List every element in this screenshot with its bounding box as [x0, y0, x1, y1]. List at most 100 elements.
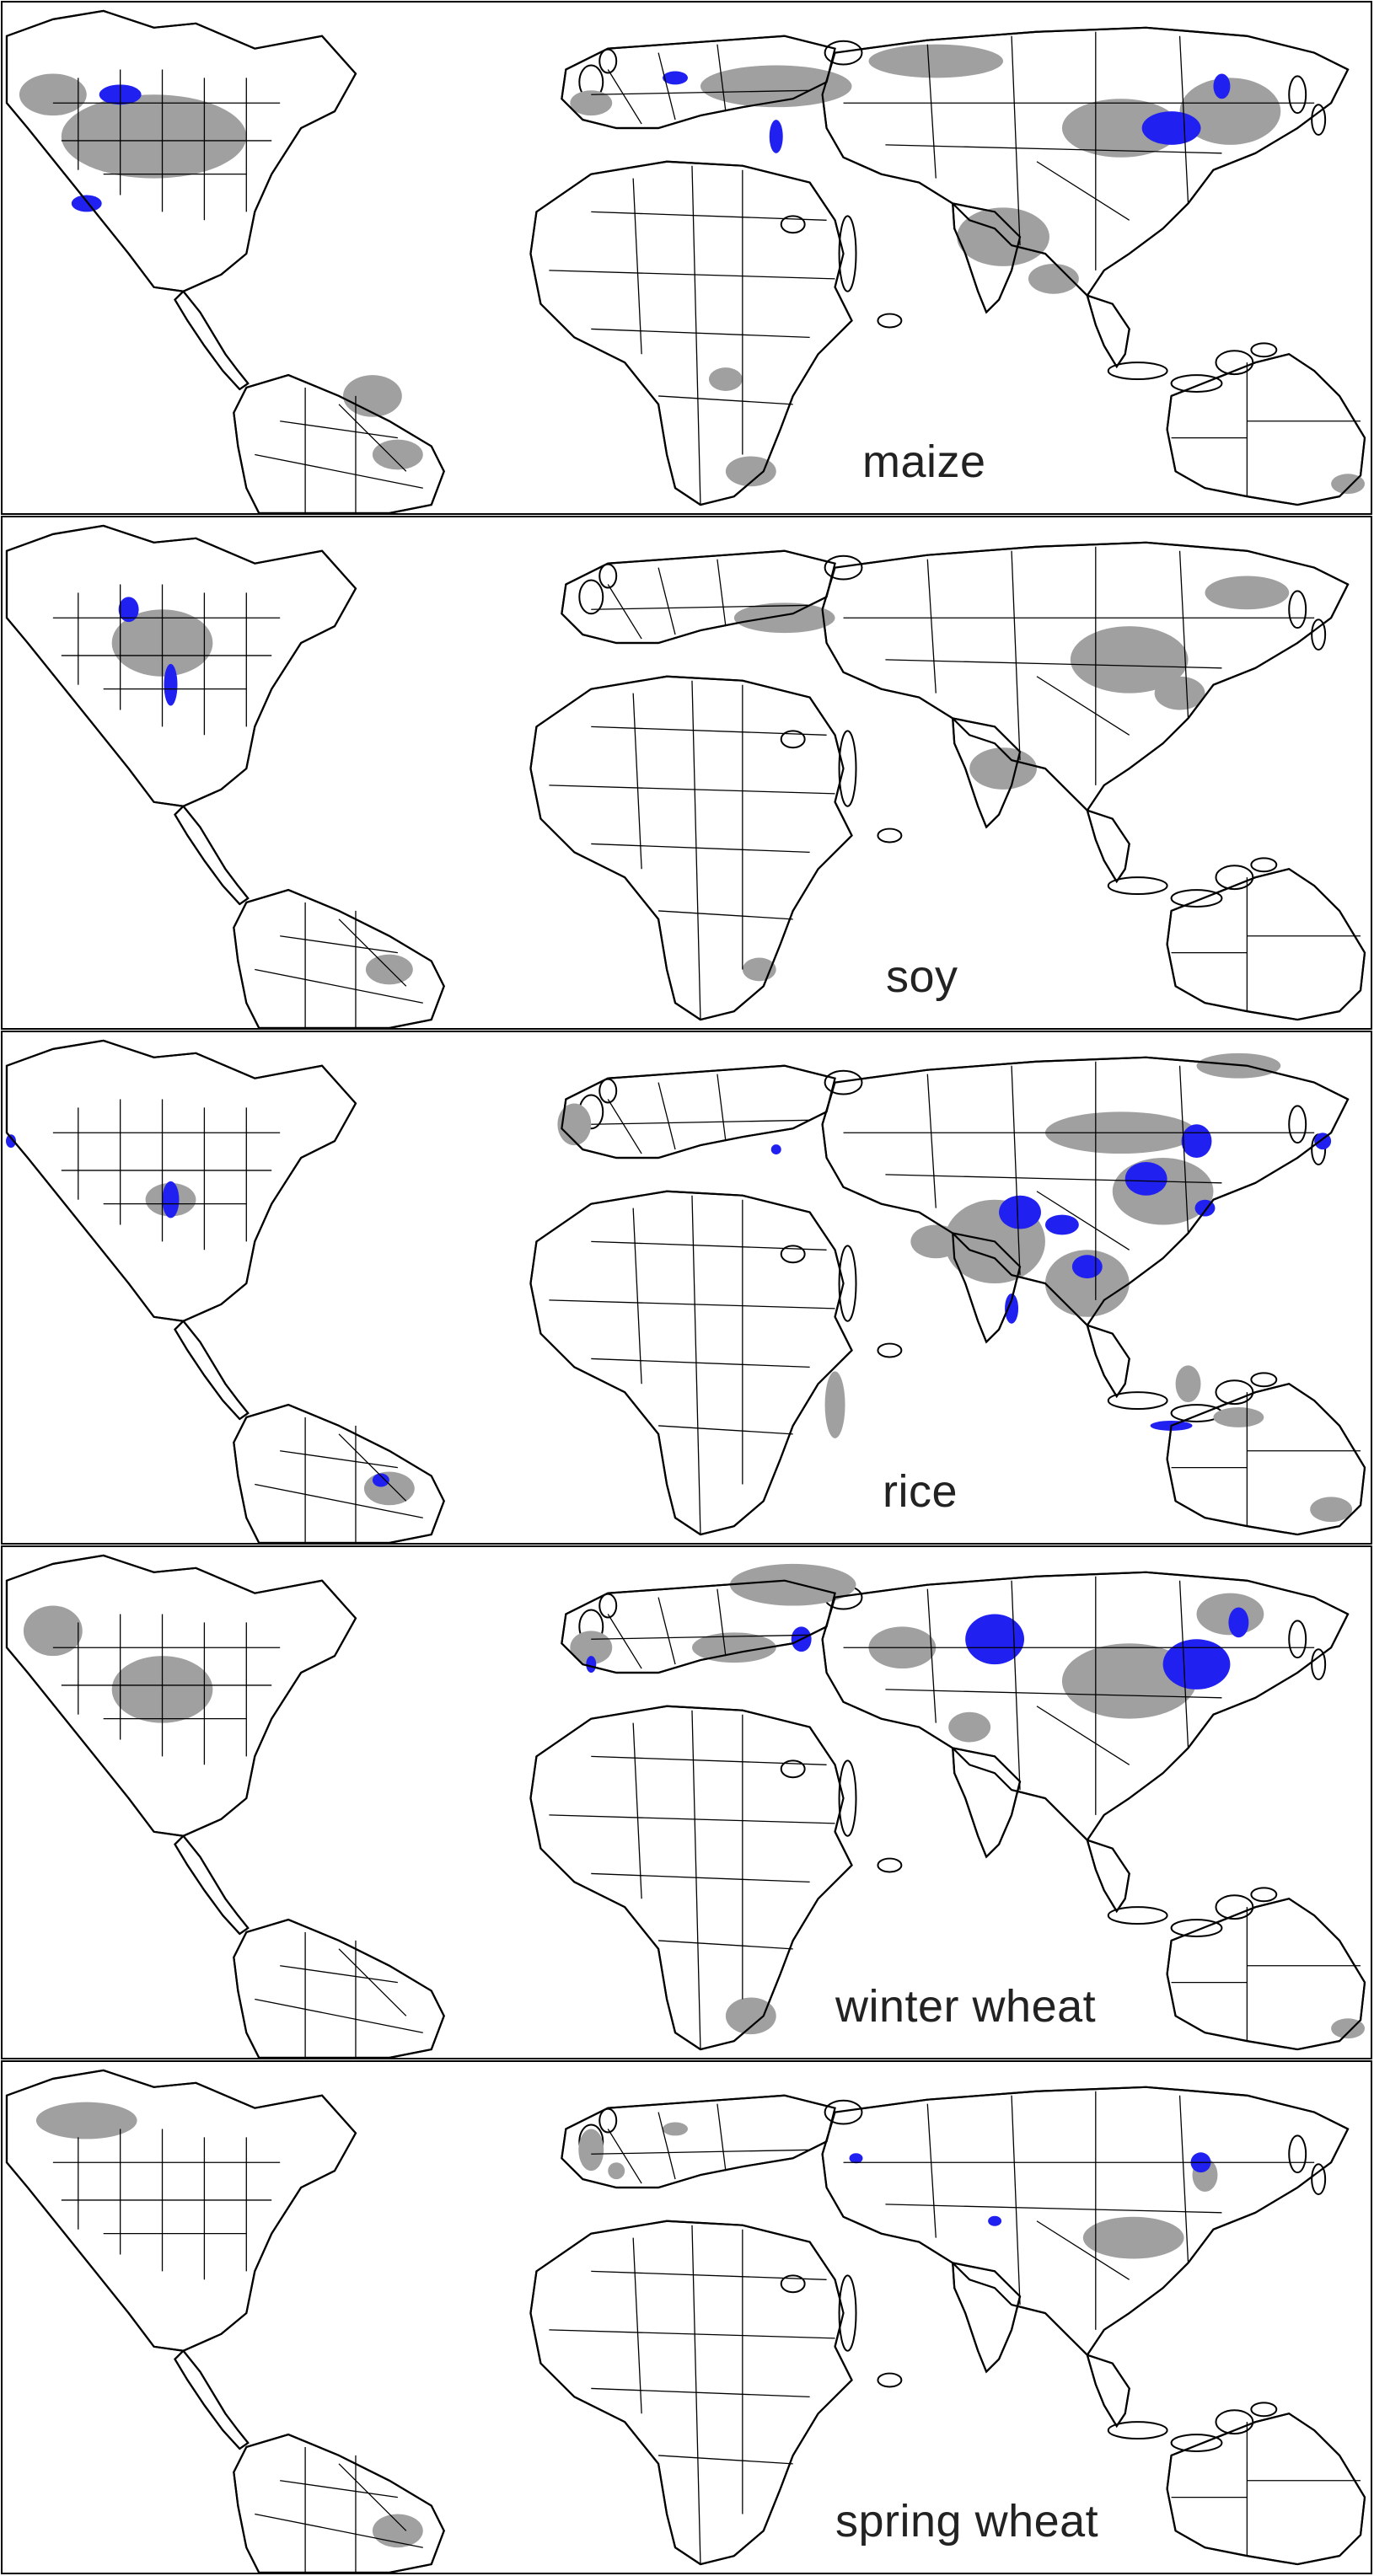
borders-layer: [5, 1554, 1366, 2058]
island: [1215, 2409, 1254, 2435]
country-border: [926, 559, 937, 694]
cropland-patch: [969, 747, 1037, 790]
coastline: [233, 1403, 445, 1543]
cropland-patch: [700, 65, 852, 108]
coastline: [952, 1232, 1022, 1344]
country-border: [1178, 35, 1189, 204]
country-border: [1011, 1065, 1021, 1276]
coastline: [1166, 868, 1366, 1021]
country-border: [338, 1948, 407, 2016]
coastline: [1086, 1839, 1130, 1914]
island: [1250, 342, 1278, 358]
island: [1107, 361, 1168, 381]
world-map: [5, 1554, 1366, 2058]
country-border: [1178, 1065, 1189, 1234]
coastline: [1166, 1898, 1366, 2051]
world-map: [5, 1039, 1366, 1543]
map-panel-maize: maize: [1, 1, 1372, 515]
island: [1107, 1391, 1168, 1411]
highlight-patch: [71, 195, 102, 212]
country-border: [658, 910, 793, 920]
island: [838, 2274, 857, 2352]
country-border: [717, 559, 727, 627]
cropland-patch: [1179, 78, 1281, 145]
country-border: [591, 211, 827, 221]
country-border: [591, 1634, 810, 1640]
coastline: [952, 717, 1022, 829]
coastline: [529, 675, 853, 1021]
highlight-patch: [372, 1473, 389, 1487]
country-border: [591, 1358, 810, 1368]
island: [1311, 2163, 1327, 2195]
island: [877, 1342, 903, 1358]
world-map: [5, 524, 1366, 1028]
highlight-patch: [164, 663, 178, 706]
island: [598, 1593, 618, 1619]
country-border: [255, 1483, 423, 1518]
coastline: [529, 2220, 853, 2566]
island: [780, 730, 806, 749]
coastline: [561, 1579, 836, 1674]
country-border: [717, 1588, 727, 1657]
country-border: [607, 584, 642, 640]
continent-centralAmerica: [174, 290, 250, 391]
island: [780, 2274, 806, 2294]
island: [598, 563, 618, 589]
cropland-patch: [691, 1632, 776, 1663]
highlight-layer: [118, 597, 178, 706]
country-border: [926, 1588, 937, 1723]
coastline: [1086, 1324, 1130, 1399]
coastline: [1086, 2354, 1130, 2429]
country-border: [1036, 161, 1130, 221]
country-border: [607, 1099, 642, 1154]
borders-layer: [5, 1039, 1366, 1543]
island: [780, 1245, 806, 1264]
country-border: [885, 2204, 1222, 2214]
coastline: [5, 2069, 357, 2352]
country-border: [1011, 2095, 1021, 2306]
coastline: [1166, 2413, 1366, 2566]
country-border: [1178, 2095, 1189, 2263]
cropland-patch: [1205, 576, 1290, 610]
country-border: [658, 395, 793, 405]
coastline: [561, 1064, 836, 1159]
highlight-patch: [988, 2215, 1002, 2226]
country-border: [591, 1240, 827, 1251]
highlight-patch: [663, 71, 688, 85]
coastline: [952, 202, 1022, 314]
country-border: [255, 1998, 423, 2033]
country-border: [255, 2513, 423, 2548]
continent-centralAmerica: [174, 1834, 250, 1936]
island: [838, 1245, 857, 1322]
highlight-patch: [1044, 1214, 1079, 1235]
land-layer: [5, 2069, 1366, 2573]
island: [1250, 1887, 1278, 1903]
coastline: [561, 2094, 836, 2189]
country-border: [549, 2329, 835, 2339]
country-border: [280, 935, 398, 954]
coastline: [174, 805, 250, 906]
country-border: [657, 52, 676, 120]
country-border: [691, 1195, 701, 1535]
coastline: [5, 1039, 357, 1322]
country-border: [691, 2225, 701, 2565]
island: [838, 1759, 857, 1837]
cropland-patch: [35, 2102, 137, 2140]
country-border: [1011, 35, 1021, 246]
country-border: [591, 328, 810, 339]
continent-centralAmerica: [174, 1320, 250, 1421]
coastline: [561, 35, 836, 130]
highlight-patch: [118, 597, 139, 623]
country-border: [885, 659, 1222, 669]
coastline: [174, 2349, 250, 2450]
country-border: [885, 144, 1222, 154]
country-border: [549, 785, 835, 795]
island: [824, 40, 863, 66]
land-layer: [5, 9, 1366, 513]
country-border: [717, 2103, 727, 2172]
coastline: [821, 2086, 1350, 2357]
cropland-patch: [1044, 1250, 1130, 1317]
cropland-patch: [725, 1997, 776, 2035]
highlight-patch: [1181, 1124, 1212, 1159]
coastline: [5, 1554, 357, 1837]
